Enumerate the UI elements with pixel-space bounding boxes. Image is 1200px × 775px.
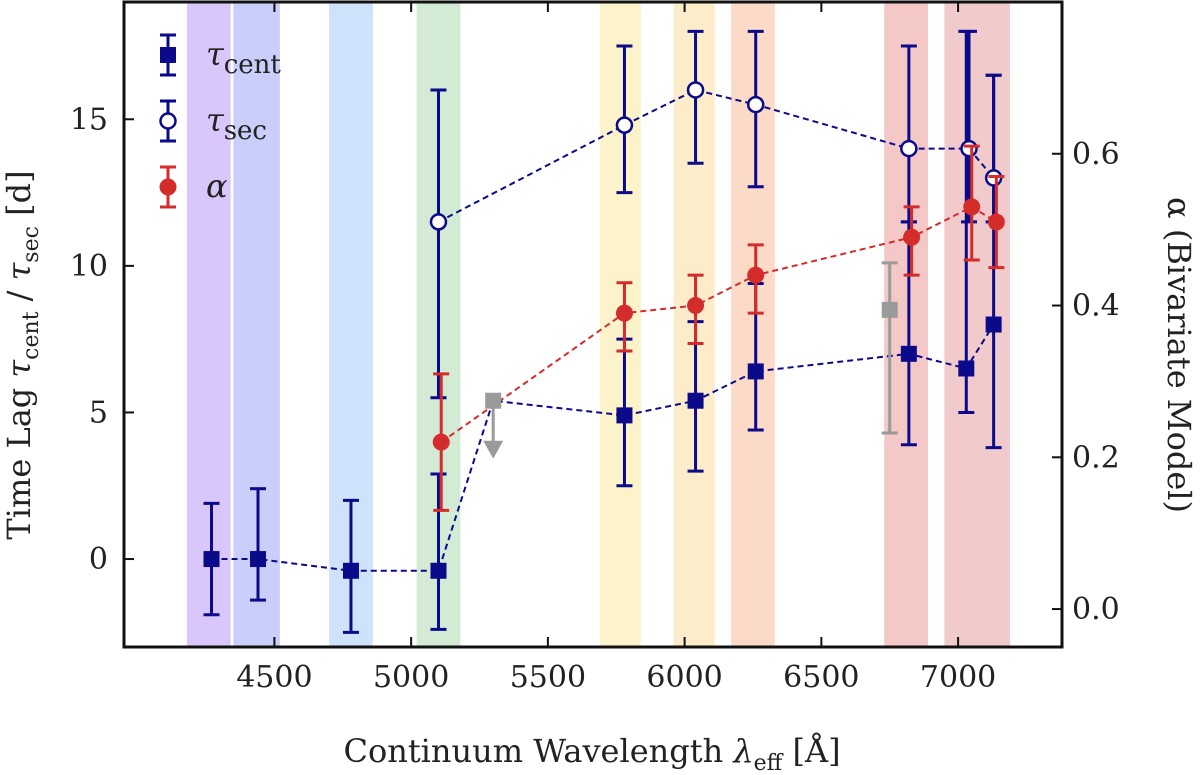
data-layer [203, 29, 1005, 634]
data-point [985, 316, 1002, 333]
data-point [430, 562, 447, 579]
data-point [987, 213, 1005, 231]
y-left-tick-label: 5 [89, 395, 108, 430]
wavelength-bands [186, 2, 1011, 647]
wavelength-band [884, 2, 928, 647]
data-point [746, 95, 765, 114]
y-right-tick-label: 0.2 [1072, 440, 1120, 475]
legend-label: τsec [206, 101, 267, 146]
axes: 4500 5000 5500 6000 6500 7000 0 5 10 15 0.0 0.2 0.4 0… [70, 0, 1120, 695]
x-axis-label: Continuum Wavelength λeff [Å] [343, 732, 840, 775]
data-point [687, 297, 705, 315]
legend-entry-tau_sec: τsec [159, 99, 267, 146]
series-gray_points [483, 261, 898, 459]
data-point [615, 304, 633, 322]
x-tick-label: 6000 [646, 660, 722, 695]
data-point [686, 81, 705, 99]
data-point [900, 139, 918, 158]
legend-entry-tau_cent: τcent [160, 33, 281, 80]
y-left-tick-label: 10 [70, 249, 108, 284]
data-point [159, 178, 177, 196]
legend-entry-alpha: α [159, 165, 228, 209]
x-tick-label: 5500 [510, 660, 586, 695]
data-point [615, 116, 634, 134]
wavelength-band [186, 2, 231, 647]
data-point [485, 392, 502, 409]
y-right-tick-label: 0.0 [1072, 592, 1120, 627]
data-point [958, 360, 975, 377]
data-point [903, 228, 921, 246]
series-alpha [432, 144, 1005, 512]
data-point [963, 198, 981, 216]
data-point [747, 266, 765, 284]
x-tick-label: 7000 [920, 660, 996, 695]
legend-label: τcent [206, 35, 281, 80]
y-right-tick-label: 0.4 [1072, 289, 1120, 324]
legend: τcent τsec α [159, 33, 281, 209]
x-tick-label: 6500 [783, 660, 859, 695]
y-left-tick-label: 0 [89, 542, 108, 577]
data-point [159, 112, 177, 130]
data-point [203, 551, 220, 568]
data-point [960, 139, 978, 158]
data-point [900, 345, 917, 362]
series-line [211, 323, 995, 572]
y-axis-left-label: Time Lag τcent / τsec [d] [0, 170, 44, 539]
data-point [429, 213, 448, 231]
data-point [160, 47, 176, 63]
y-right-tick-label: 0.6 [1072, 137, 1120, 172]
data-point [342, 562, 359, 579]
data-point [432, 433, 450, 451]
data-point [250, 551, 266, 568]
x-tick-label: 4500 [236, 660, 312, 695]
data-point [747, 363, 764, 380]
data-point [881, 301, 898, 318]
y-axis-right-label: α (Bivariate Model) [1160, 197, 1198, 513]
wavelength-band [599, 2, 641, 647]
x-tick-label: 5000 [373, 660, 449, 695]
data-point [687, 392, 704, 409]
series-tau_sec [429, 29, 1003, 400]
upper-limit-arrowhead [483, 440, 504, 459]
data-point [616, 407, 633, 424]
plot-frame [122, 0, 1064, 649]
legend-label: α [206, 167, 228, 205]
y-left-tick-label: 15 [70, 102, 108, 137]
